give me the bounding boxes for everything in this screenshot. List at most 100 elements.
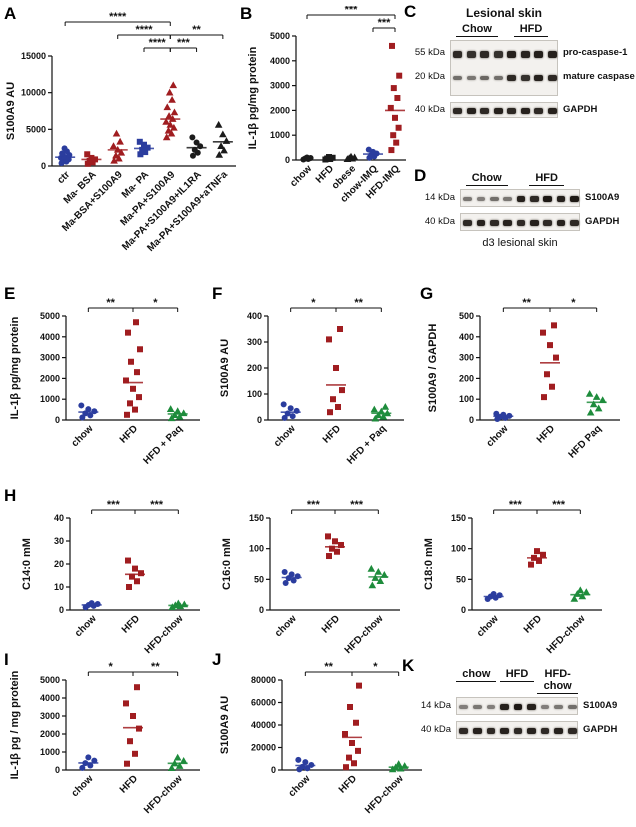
svg-text:HFD: HFD bbox=[535, 423, 557, 445]
svg-text:0: 0 bbox=[55, 765, 60, 775]
svg-text:0: 0 bbox=[55, 415, 60, 425]
blot-band bbox=[556, 195, 566, 203]
svg-text:*: * bbox=[571, 297, 576, 309]
svg-text:100: 100 bbox=[459, 394, 474, 404]
svg-text:**: ** bbox=[151, 661, 160, 673]
svg-text:5000: 5000 bbox=[40, 675, 60, 685]
svg-text:***: *** bbox=[107, 499, 121, 511]
svg-text:0: 0 bbox=[461, 605, 466, 615]
blot-band bbox=[516, 219, 526, 227]
svg-text:20000: 20000 bbox=[251, 743, 276, 753]
blot-strip bbox=[450, 102, 558, 118]
panel-i-chart: 0 1000 2000 3000 4000 5000 IL-1β pg / mg prote… bbox=[6, 654, 208, 827]
blot-band bbox=[493, 75, 503, 80]
blot-title: Lesional skin bbox=[465, 6, 543, 20]
svg-text:0: 0 bbox=[59, 605, 64, 615]
blot-strip-row: 14 kDa S100A9 bbox=[418, 189, 636, 207]
svg-text:*: * bbox=[153, 297, 158, 309]
svg-text:chow: chow bbox=[73, 613, 99, 639]
svg-text:0: 0 bbox=[259, 605, 264, 615]
band-label-column: GAPDH bbox=[563, 102, 636, 118]
svg-text:***: *** bbox=[345, 6, 359, 16]
svg-text:150: 150 bbox=[451, 513, 466, 523]
svg-text:HFD-chow: HFD-chow bbox=[363, 773, 406, 816]
band-label: pro-caspase-1 bbox=[563, 47, 628, 59]
panel-h-label: H bbox=[4, 486, 17, 505]
kda-marker: 55 kDa bbox=[414, 47, 445, 59]
svg-text:80000: 80000 bbox=[251, 675, 276, 685]
svg-text:*: * bbox=[109, 661, 114, 673]
svg-text:HFD: HFD bbox=[320, 613, 342, 635]
panel-c-label: C bbox=[404, 2, 417, 21]
panel-g-label: G bbox=[420, 284, 434, 303]
blot-band bbox=[463, 196, 472, 202]
blot-band bbox=[476, 196, 486, 202]
svg-text:3000: 3000 bbox=[270, 81, 290, 91]
svg-text:*: * bbox=[373, 661, 378, 673]
svg-text:15000: 15000 bbox=[21, 51, 46, 61]
svg-text:0: 0 bbox=[41, 161, 46, 171]
svg-text:HFD-chow: HFD-chow bbox=[545, 613, 588, 656]
svg-text:chow: chow bbox=[485, 423, 511, 449]
blot-group-label: HFD-chow bbox=[537, 668, 579, 694]
blot-band bbox=[507, 107, 517, 115]
svg-text:4000: 4000 bbox=[40, 693, 60, 703]
kda-marker: 14 kDa bbox=[424, 192, 455, 203]
svg-text:60000: 60000 bbox=[251, 698, 276, 708]
panel-h1-chart: 0 10 20 30 40 C14:0 mM chow HFD HFD-chow *** *** bbox=[18, 492, 206, 669]
blot-band bbox=[507, 75, 517, 81]
blot-strip bbox=[456, 721, 578, 739]
panel-f-chart: 0 100 200 300 400 S100A9 AU chow HFD HFD + Paq * *… bbox=[216, 290, 412, 481]
svg-text:****: **** bbox=[149, 37, 167, 49]
blot-band bbox=[534, 107, 544, 115]
blot-band bbox=[500, 727, 509, 735]
blot-band bbox=[527, 703, 536, 711]
svg-text:HFD-chow: HFD-chow bbox=[343, 613, 386, 656]
blot-band bbox=[453, 107, 463, 115]
svg-text:chow: chow bbox=[273, 613, 299, 639]
svg-text:IL-1β pg/mg protein: IL-1β pg/mg protein bbox=[247, 46, 259, 149]
panel-h2-chart: 0 50 100 150 C16:0 mM chow HFD HFD-chow *** *** bbox=[218, 492, 406, 669]
blot-band bbox=[459, 704, 469, 710]
blot-band bbox=[486, 727, 496, 735]
svg-text:ctr: ctr bbox=[55, 169, 72, 186]
panel-j-label: J bbox=[212, 650, 222, 669]
svg-text:HFD: HFD bbox=[120, 613, 142, 635]
blot-band bbox=[554, 704, 563, 710]
panel-e-chart: 0 1000 2000 3000 4000 5000 IL-1β pg/mg protein… bbox=[6, 290, 208, 481]
chart-svg: 0 100 200 300 400 500 S100A9 / GAPDH chow HFD HFD… bbox=[427, 297, 620, 461]
panel-k-label: K bbox=[402, 656, 415, 675]
blot-band bbox=[466, 50, 476, 59]
panel-h3-chart: 0 50 100 150 C18:0 mM chow HFD HFD-chow *** *** bbox=[420, 492, 608, 669]
blot-band bbox=[540, 704, 550, 710]
blot-band bbox=[507, 50, 517, 59]
blot-strip-row: 14 kDa S100A9 bbox=[412, 697, 636, 715]
svg-text:S100A9 AU: S100A9 AU bbox=[219, 696, 231, 754]
svg-text:400: 400 bbox=[247, 311, 262, 321]
svg-text:4000: 4000 bbox=[40, 332, 60, 342]
blot-band bbox=[472, 727, 482, 735]
kda-marker: 20 kDa bbox=[414, 70, 445, 82]
svg-text:HFD: HFD bbox=[118, 773, 140, 795]
svg-text:chow: chow bbox=[70, 423, 96, 449]
blot-band bbox=[480, 107, 490, 115]
panel-d-blot: Chow HFD 14 kDa S100A9 40 kDa GAPDH d3 lesiona… bbox=[418, 172, 636, 249]
panel-e-label: E bbox=[4, 284, 16, 303]
svg-text:S100A9 AU: S100A9 AU bbox=[219, 339, 231, 397]
svg-text:HFD + Paq: HFD + Paq bbox=[141, 423, 184, 466]
blot-band bbox=[503, 219, 512, 227]
blot-band bbox=[534, 75, 544, 81]
kda-marker-column: 14 kDa bbox=[418, 189, 460, 207]
blot-band bbox=[453, 75, 463, 80]
svg-text:100: 100 bbox=[451, 544, 466, 554]
svg-text:400: 400 bbox=[459, 332, 474, 342]
blot-group-row: Chow HFD bbox=[460, 172, 580, 186]
kda-marker-column: 40 kDa bbox=[408, 102, 450, 118]
panel-k-blot: chow HFD HFD-chow 14 kDa S100A9 40 kDa GAPDH bbox=[412, 668, 636, 745]
chart-svg: 0 10 20 30 40 C14:0 mM chow HFD HFD-chow *** *** bbox=[21, 499, 200, 656]
svg-text:***: *** bbox=[552, 499, 566, 511]
svg-text:C18:0 mM: C18:0 mM bbox=[423, 538, 435, 590]
band-label: S100A9 bbox=[583, 700, 618, 711]
blot-strip-row: 40 kDa GAPDH bbox=[412, 721, 636, 739]
